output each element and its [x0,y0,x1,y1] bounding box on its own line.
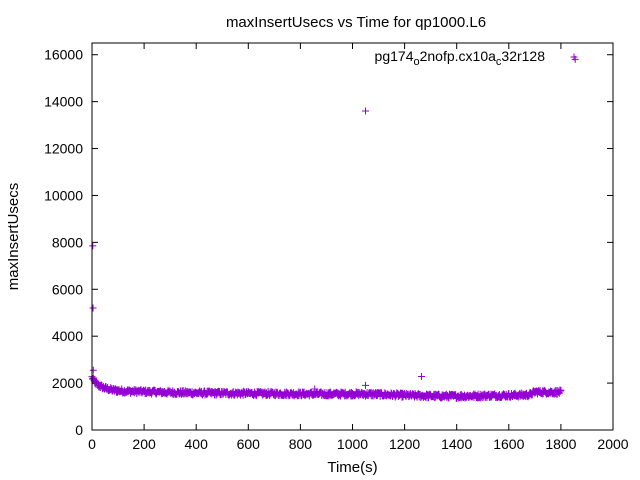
plot-frame [91,42,614,431]
y-tick-label: 6000 [52,281,83,297]
legend-label: pg174o2nofp.cx10ac32r128 [375,48,546,68]
legend-label-subscript: o [413,56,419,68]
data-point-outlier [418,373,426,381]
y-tick-label: 12000 [44,141,83,157]
x-tick-label: 400 [185,436,209,452]
data-point-outlier [362,381,370,389]
y-tick-label: 10000 [44,187,83,203]
x-tick-label: 1000 [337,436,368,452]
legend-label-part: 2nofp.cx10a [420,48,496,64]
data-points [88,55,579,402]
x-tick-label: 800 [289,436,313,452]
legend-label-subscript: c [496,56,502,68]
x-tick-label: 2000 [597,436,628,452]
data-point-outlier [89,242,97,250]
tick-layer: 0 200 400 600 800 1000 1200 1400 1600 1800 2000 0 20… [44,43,629,452]
legend-label-part: 32r128 [501,48,545,64]
x-tick-label: 1200 [389,436,420,452]
x-tick-label: 600 [237,436,261,452]
y-tick-label: 0 [75,422,83,438]
y-tick-label: 16000 [44,47,83,63]
x-axis-title: Time(s) [327,459,377,476]
data-point [557,386,565,394]
x-tick-label: 0 [88,436,96,452]
y-tick-label: 8000 [52,234,83,250]
y-tick-label: 14000 [44,94,83,110]
data-point-outlier [89,304,97,312]
x-tick-label: 200 [132,436,156,452]
data-point-outlier [362,107,370,115]
chart-title: maxInsertUsecs vs Time for qp1000.L6 [226,14,486,31]
legend: pg174o2nofp.cx10ac32r128 [375,48,578,68]
x-tick-label: 1800 [545,436,576,452]
x-tick-label: 1400 [441,436,472,452]
data-point [556,387,564,395]
y-axis-title: maxInsertUsecs [5,183,22,291]
y-tick-label: 4000 [52,328,83,344]
x-tick-label: 1600 [493,436,524,452]
legend-marker [570,53,578,61]
legend-label-part: pg174 [375,48,414,64]
data-point-outlier [311,385,319,393]
data-point-outlier [89,366,97,374]
y-tick-label: 2000 [52,375,83,391]
